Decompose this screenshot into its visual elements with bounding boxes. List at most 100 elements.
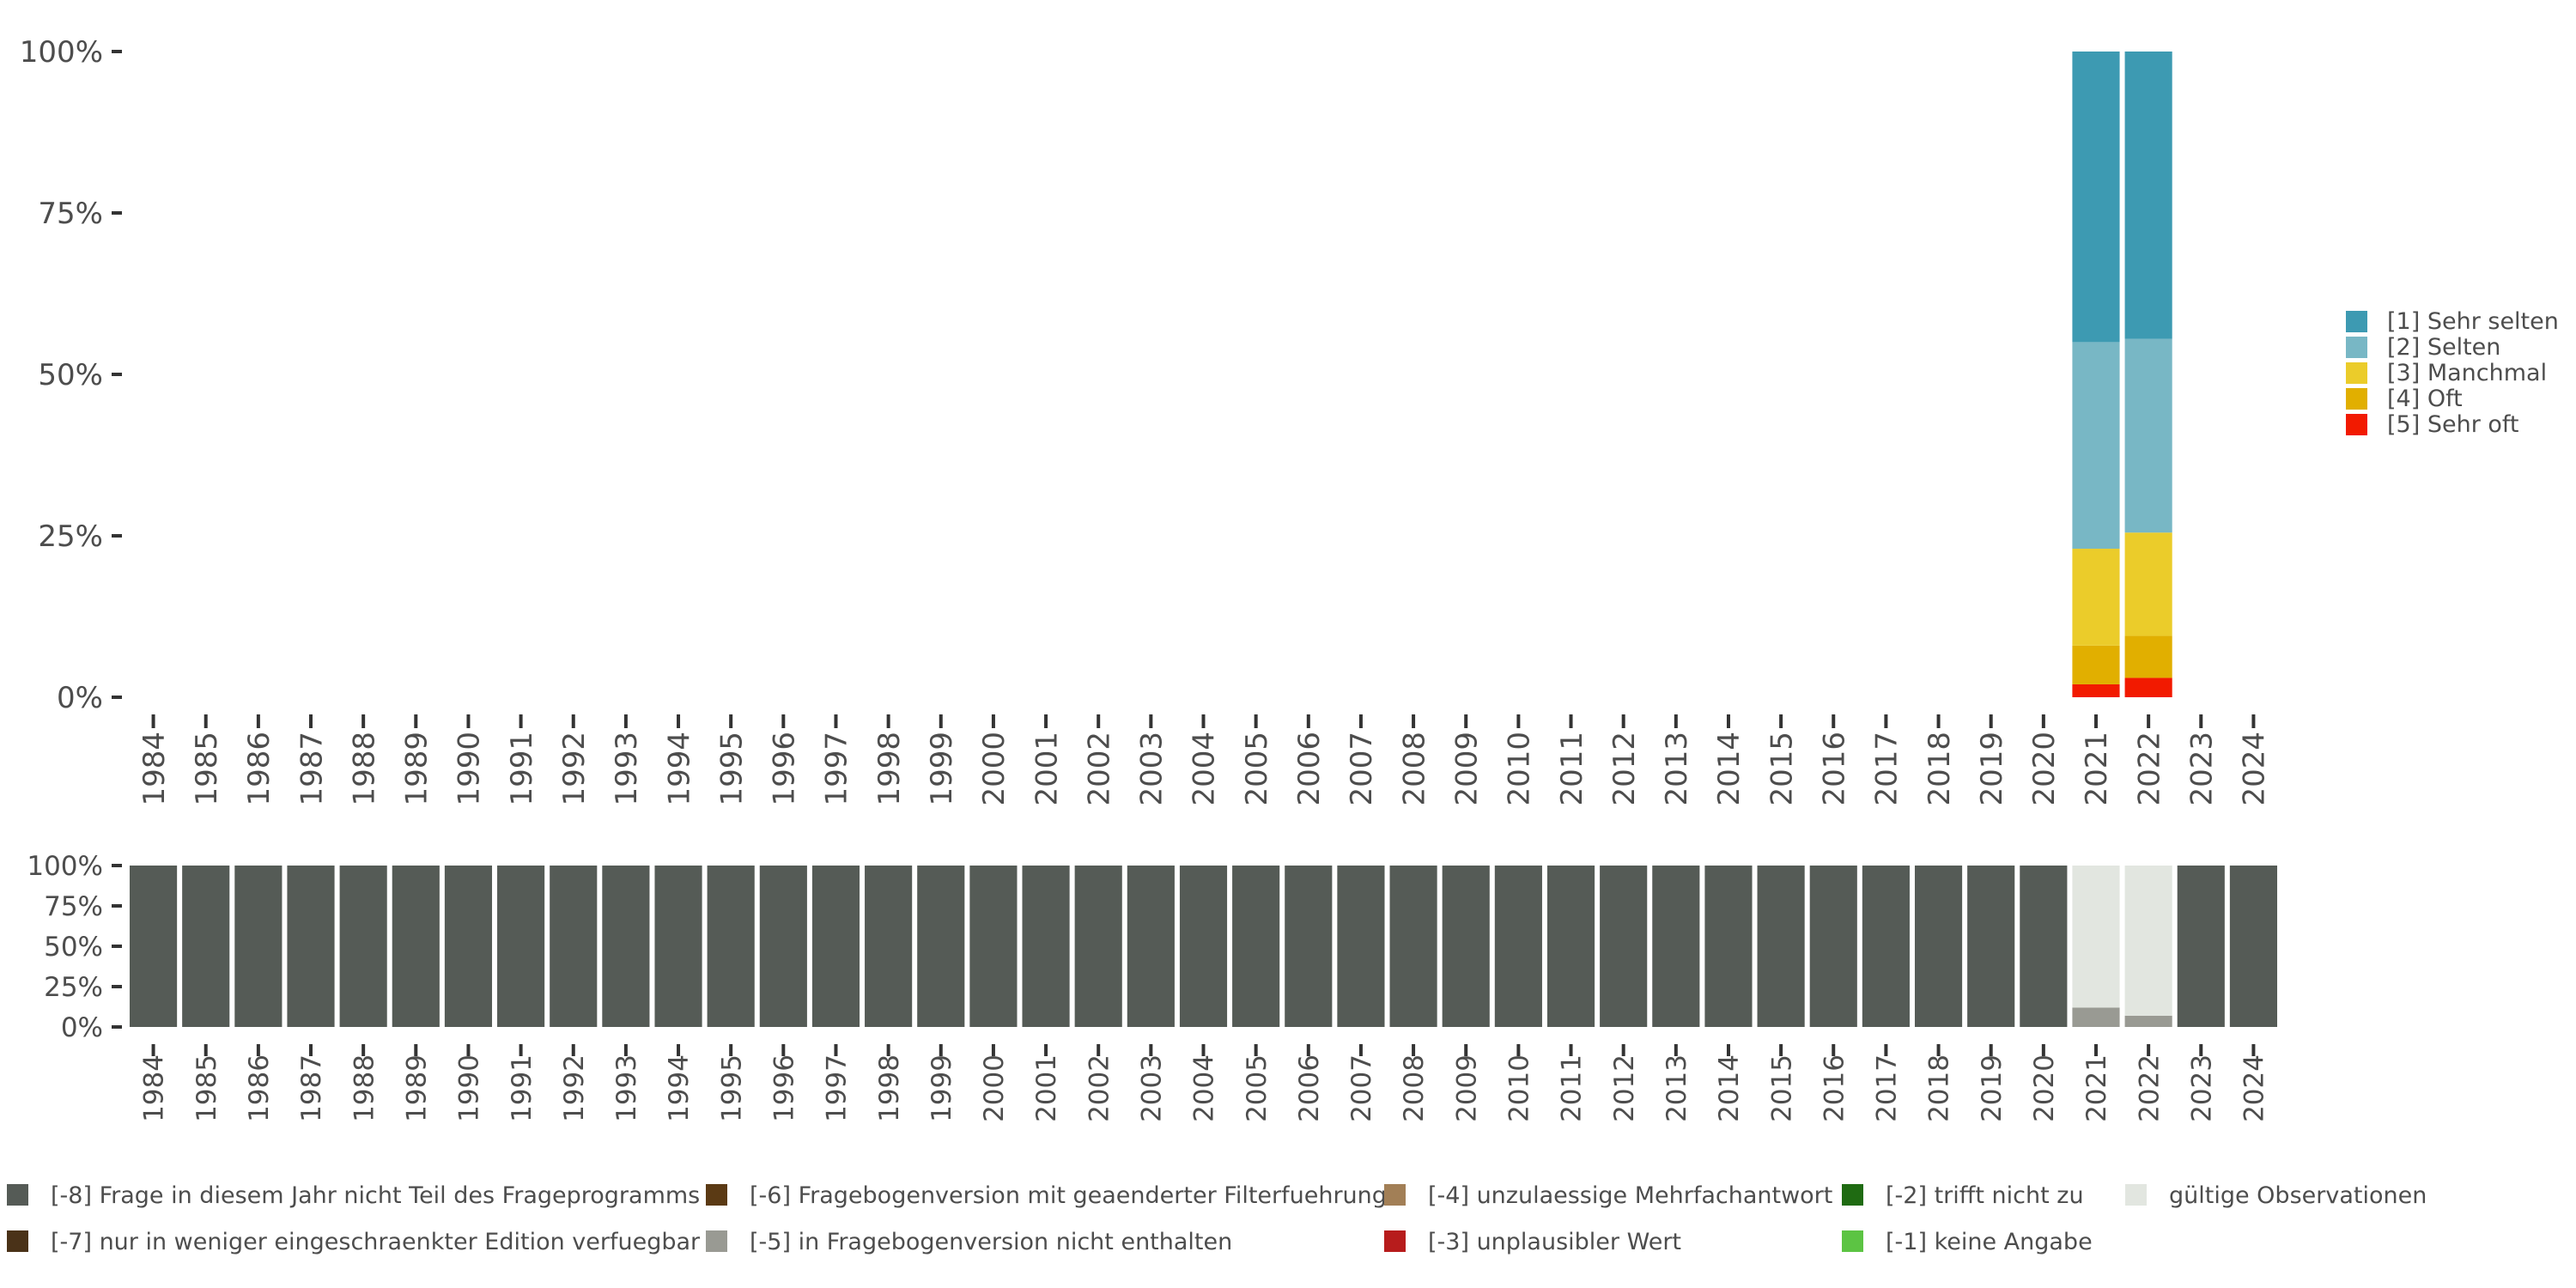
bottom-legend-label: [-5] in Fragebogenversion nicht enthalte… — [750, 1229, 1232, 1255]
bottom-x-tick-label: 2003 — [1137, 1054, 1168, 1122]
bottom-bar-2011-8-frage-in-diesem-jahr-nicht-teil-des-frageprogramms — [1546, 866, 1595, 1027]
top-legend-label: [1] Sehr selten — [2387, 308, 2559, 335]
top-x-tick-label: 2000 — [977, 732, 1012, 806]
bottom-legend-label: [-6] Fragebogenversion mit geaenderter F… — [750, 1182, 1387, 1209]
top-x-tick-label: 2003 — [1135, 732, 1170, 806]
bottom-bar-1992-8-frage-in-diesem-jahr-nicht-teil-des-frageprogramms — [550, 866, 598, 1027]
bottom-y-tick-label: 75% — [44, 891, 103, 922]
bottom-bar-1988-8-frage-in-diesem-jahr-nicht-teil-des-frageprogramms — [339, 866, 387, 1027]
bottom-x-tick-label: 2020 — [2029, 1054, 2060, 1122]
bottom-legend-label: [-8] Frage in diesem Jahr nicht Teil des… — [51, 1182, 700, 1209]
bottom-bar-2012-8-frage-in-diesem-jahr-nicht-teil-des-frageprogramms — [1600, 866, 1648, 1027]
bottom-y-tick-label: 0% — [61, 1012, 103, 1043]
top-x-tick-label: 2023 — [2185, 732, 2220, 806]
bottom-bar-1989-8-frage-in-diesem-jahr-nicht-teil-des-frageprogramms — [392, 866, 440, 1027]
top-x-tick-label: 1992 — [557, 732, 592, 806]
top-x-tick-label: 2006 — [1292, 732, 1327, 806]
bottom-bar-2013-8-frage-in-diesem-jahr-nicht-teil-des-frageprogramms — [1652, 866, 1700, 1027]
bottom-x-tick-label: 2001 — [1031, 1054, 1062, 1122]
bottom-x-tick-label: 2004 — [1189, 1054, 1220, 1122]
bottom-x-tick-label: 2024 — [2239, 1054, 2270, 1122]
top-bar-2022-2-selten — [2124, 338, 2172, 533]
top-legend-swatch — [2346, 388, 2367, 410]
bottom-legend-swatch — [706, 1184, 727, 1206]
bottom-legend-swatch — [1384, 1230, 1406, 1252]
bottom-x-tick-label: 2019 — [1977, 1054, 2008, 1122]
bottom-x-tick-label: 2015 — [1766, 1054, 1797, 1122]
top-x-tick-label: 2016 — [1817, 732, 1851, 806]
top-y-tick-label: 50% — [38, 358, 103, 392]
bottom-x-tick-label: 1999 — [927, 1054, 957, 1122]
bottom-x-tick-label: 2011 — [1557, 1054, 1588, 1122]
bottom-bar-2008-8-frage-in-diesem-jahr-nicht-teil-des-frageprogramms — [1389, 866, 1437, 1027]
bottom-bar-2006-8-frage-in-diesem-jahr-nicht-teil-des-frageprogramms — [1285, 866, 1333, 1027]
bottom-bar-2000-8-frage-in-diesem-jahr-nicht-teil-des-frageprogramms — [969, 866, 1018, 1027]
bottom-x-tick-label: 2002 — [1084, 1054, 1115, 1122]
bottom-x-tick-label: 2023 — [2186, 1054, 2217, 1122]
top-legend-swatch — [2346, 311, 2367, 332]
top-x-tick-label: 1990 — [453, 732, 487, 806]
bottom-x-tick-label: 2018 — [1924, 1054, 1955, 1122]
top-x-tick-label: 1993 — [610, 732, 644, 806]
bottom-x-tick-label: 2017 — [1872, 1054, 1903, 1122]
bottom-chart-legend: [-8] Frage in diesem Jahr nicht Teil des… — [7, 1182, 2427, 1255]
top-y-tick-label: 75% — [38, 197, 103, 231]
top-x-tick-label: 1996 — [768, 732, 802, 806]
top-bar-2021-1-sehr-selten — [2072, 52, 2120, 343]
bottom-x-tick-label: 2014 — [1714, 1054, 1745, 1122]
top-x-tick-label: 2024 — [2238, 732, 2272, 806]
top-bar-2021-2-selten — [2072, 342, 2120, 550]
top-legend-swatch — [2346, 362, 2367, 384]
top-x-tick-label: 2012 — [1607, 732, 1642, 806]
bottom-bar-2003-8-frage-in-diesem-jahr-nicht-teil-des-frageprogramms — [1127, 866, 1175, 1027]
bottom-legend-label: gültige Observationen — [2169, 1182, 2427, 1209]
bottom-y-tick-label: 50% — [44, 932, 103, 963]
bottom-bar-1993-8-frage-in-diesem-jahr-nicht-teil-des-frageprogramms — [602, 866, 650, 1027]
bottom-x-tick-label: 2012 — [1609, 1054, 1640, 1122]
top-x-tick-label: 2021 — [2080, 732, 2114, 806]
top-bar-2021-3-manchmal — [2072, 549, 2120, 646]
bottom-bar-1995-8-frage-in-diesem-jahr-nicht-teil-des-frageprogramms — [707, 866, 755, 1027]
bottom-legend-swatch — [7, 1230, 28, 1252]
bottom-bar-2018-8-frage-in-diesem-jahr-nicht-teil-des-frageprogramms — [1914, 866, 1963, 1027]
top-x-tick-label: 1995 — [714, 732, 749, 806]
top-x-tick-label: 2018 — [1923, 732, 1957, 806]
top-x-tick-label: 1984 — [137, 732, 172, 806]
bottom-x-tick-label: 1998 — [874, 1054, 905, 1122]
bottom-bar-2002-8-frage-in-diesem-jahr-nicht-teil-des-frageprogramms — [1074, 866, 1122, 1027]
bottom-legend-label: [-2] trifft nicht zu — [1886, 1182, 2084, 1209]
bottom-x-tick-label: 1995 — [716, 1054, 747, 1122]
bottom-x-tick-label: 1990 — [454, 1054, 485, 1122]
bottom-x-tick-label: 2007 — [1346, 1054, 1377, 1122]
top-y-tick-label: 100% — [20, 35, 103, 70]
bottom-bar-2016-8-frage-in-diesem-jahr-nicht-teil-des-frageprogramms — [1809, 866, 1857, 1027]
bottom-legend-swatch — [1384, 1184, 1406, 1206]
bottom-bar-2019-8-frage-in-diesem-jahr-nicht-teil-des-frageprogramms — [1967, 866, 2015, 1027]
bottom-x-tick-label: 2016 — [1819, 1054, 1850, 1122]
bottom-legend-label: [-7] nur in weniger eingeschraenkter Edi… — [51, 1229, 701, 1255]
top-legend-swatch — [2346, 337, 2367, 358]
bottom-bar-1984-8-frage-in-diesem-jahr-nicht-teil-des-frageprogramms — [130, 866, 178, 1027]
top-x-tick-label: 2010 — [1503, 732, 1537, 806]
top-x-tick-label: 1985 — [190, 732, 224, 806]
top-x-tick-label: 1989 — [400, 732, 434, 806]
bottom-x-tick-label: 1991 — [507, 1054, 538, 1122]
bottom-x-tick-label: 1988 — [349, 1054, 380, 1122]
bottom-x-tick-label: 2022 — [2134, 1054, 2165, 1122]
top-x-tick-label: 1988 — [347, 732, 381, 806]
top-x-tick-label: 2020 — [2027, 732, 2062, 806]
top-y-tick-label: 25% — [38, 519, 103, 554]
top-x-tick-label: 2022 — [2132, 732, 2166, 806]
top-bar-2022-5-sehr-oft — [2124, 677, 2172, 697]
bottom-bar-2004-8-frage-in-diesem-jahr-nicht-teil-des-frageprogramms — [1179, 866, 1228, 1027]
bottom-x-tick-label: 1996 — [769, 1054, 799, 1122]
bottom-x-tick-label: 1985 — [191, 1054, 222, 1122]
top-stacked-bar-chart: 0% 25% 50% 75% 100% 1984 1985 1986 1987 1988 1989 1… — [20, 35, 2272, 805]
bottom-bar-2021-5-in-fragebogenversion-nicht-enthalten — [2072, 1007, 2120, 1027]
top-chart-legend: [1] Sehr selten[2] Selten[3] Manchmal[4]… — [2346, 308, 2559, 438]
bottom-bar-2007-8-frage-in-diesem-jahr-nicht-teil-des-frageprogramms — [1337, 866, 1385, 1027]
bottom-bar-1994-8-frage-in-diesem-jahr-nicht-teil-des-frageprogramms — [654, 866, 702, 1027]
bottom-bar-2023-8-frage-in-diesem-jahr-nicht-teil-des-frageprogramms — [2177, 866, 2225, 1027]
top-bar-2022-1-sehr-selten — [2124, 52, 2172, 339]
bottom-x-tick-label: 2006 — [1294, 1054, 1325, 1122]
